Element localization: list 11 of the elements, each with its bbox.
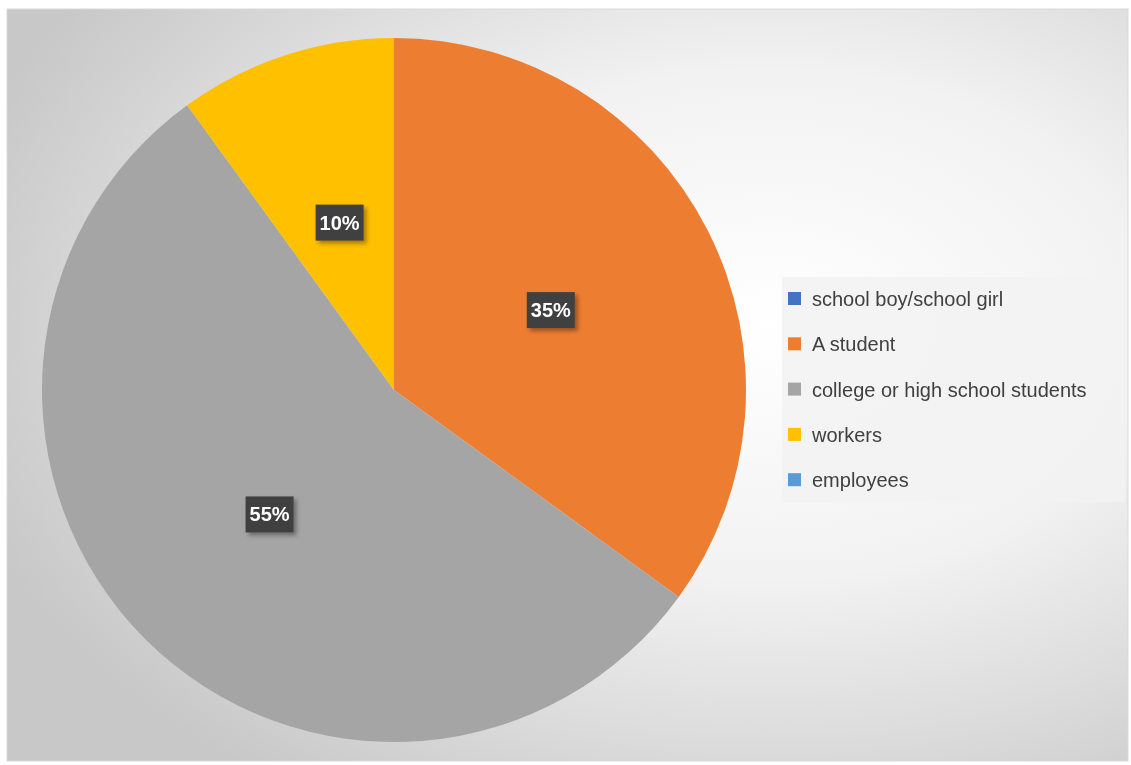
legend-label: school boy/school girl [812, 288, 1004, 310]
legend-label: workers [811, 423, 883, 446]
pie-slice [42, 105, 679, 742]
pie-slice [394, 38, 746, 597]
legend-label: college or high school students [812, 378, 1087, 401]
data-label: 55% [249, 503, 290, 526]
pie-slice [187, 38, 394, 390]
legend-label: A student [812, 333, 896, 356]
data-label: 10% [319, 211, 360, 234]
legend-label: employees [812, 469, 909, 492]
data-label: 35% [530, 299, 572, 322]
